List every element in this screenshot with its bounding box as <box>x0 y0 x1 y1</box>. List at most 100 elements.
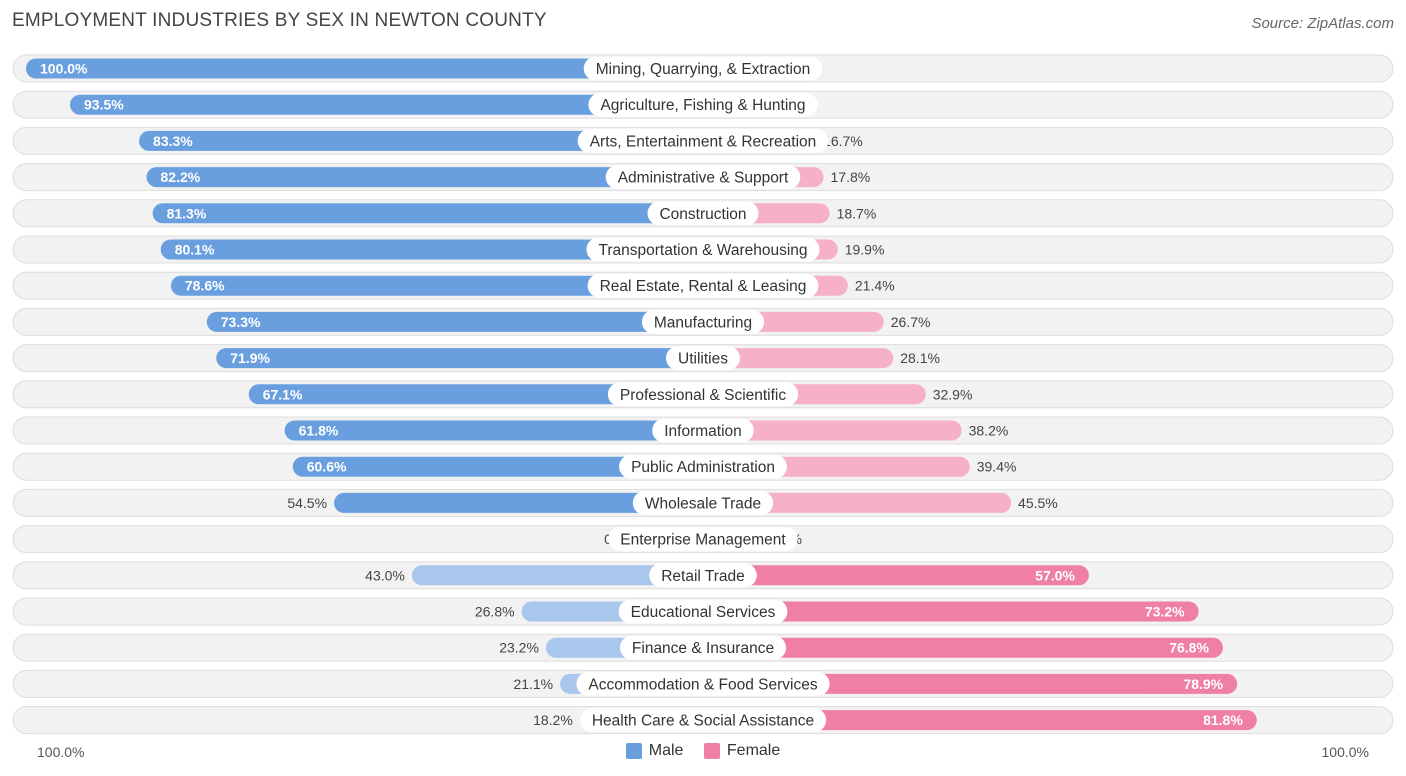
legend-item-male[interactable]: Male <box>625 742 684 760</box>
value-female-health-care-social-assistance: 81.8% <box>1203 712 1243 728</box>
category-label-administrative-support: Administrative & Support <box>618 170 789 187</box>
category-label-construction: Construction <box>659 206 746 223</box>
value-male-finance-insurance: 23.2% <box>499 640 539 656</box>
bar-male-information <box>284 420 703 441</box>
legend-label-female: Female <box>726 742 781 759</box>
value-male-transportation-warehousing: 80.1% <box>175 242 215 258</box>
value-female-arts-entertainment-recreation: 16.7% <box>823 133 863 149</box>
value-male-health-care-social-assistance: 18.2% <box>533 712 573 728</box>
category-label-information: Information <box>664 423 742 440</box>
category-pill <box>618 599 788 624</box>
value-female-finance-insurance: 76.8% <box>1169 640 1209 656</box>
legend-item-female[interactable]: Female <box>703 742 781 760</box>
row-administrative-support: 82.2% 17.8% Administrative & Support <box>12 163 1394 192</box>
value-female-public-administration: 39.4% <box>977 459 1017 475</box>
value-female-construction: 18.7% <box>837 205 877 221</box>
value-male-educational-services: 26.8% <box>475 604 515 620</box>
category-pill <box>608 527 798 552</box>
bar-male-public-administration <box>292 456 703 477</box>
value-male-real-estate-rental-leasing: 78.6% <box>185 278 225 294</box>
value-male-mining-quarrying-extraction: 100.0% <box>40 61 88 77</box>
value-male-manufacturing: 73.3% <box>221 314 261 330</box>
legend-swatch-female <box>703 743 720 759</box>
category-label-arts-entertainment-recreation: Arts, Entertainment & Recreation <box>590 133 817 150</box>
value-male-professional-scientific: 67.1% <box>263 386 303 402</box>
bar-male-manufacturing <box>206 311 703 332</box>
row-construction: 81.3% 18.7% Construction <box>12 199 1394 228</box>
category-pill <box>587 273 819 298</box>
row-educational-services: 26.8% 73.2% Educational Services <box>12 597 1394 626</box>
category-label-wholesale-trade: Wholesale Trade <box>645 495 761 512</box>
category-pill <box>641 309 765 334</box>
value-male-administrative-support: 82.2% <box>161 169 201 185</box>
row-public-administration: 60.6% 39.4% Public Administration <box>12 452 1394 481</box>
value-female-information: 38.2% <box>969 423 1009 439</box>
bar-male-construction <box>152 203 703 224</box>
category-label-transportation-warehousing: Transportation & Warehousing <box>598 242 807 259</box>
bar-female-utilities <box>703 348 894 369</box>
legend-label-male: Male <box>648 742 684 759</box>
axis-right-label: 100.0% <box>1321 744 1369 760</box>
bar-male-administrative-support <box>146 167 704 188</box>
legend-swatch-male <box>625 743 642 759</box>
category-pill <box>576 671 830 696</box>
legend: Male Female <box>0 742 1406 764</box>
value-female-educational-services: 73.2% <box>1145 604 1185 620</box>
row-arts-entertainment-recreation: 83.3% 16.7% Arts, Entertainment & Recreati… <box>12 126 1394 155</box>
value-male-utilities: 71.9% <box>230 350 270 366</box>
value-female-transportation-warehousing: 19.9% <box>845 242 885 258</box>
row-professional-scientific: 67.1% 32.9% Professional & Scientific <box>12 380 1394 409</box>
category-pill <box>605 165 801 190</box>
bar-male-utilities <box>216 348 703 369</box>
bar-male-arts-entertainment-recreation <box>139 130 703 151</box>
axis-left-label: 100.0% <box>37 744 85 760</box>
category-pill <box>632 490 774 515</box>
bar-male-transportation-warehousing <box>160 239 703 260</box>
row-transportation-warehousing: 80.1% 19.9% Transportation & Warehousing <box>12 235 1394 264</box>
category-pill <box>666 346 740 371</box>
value-female-accommodation-food-services: 78.9% <box>1183 676 1223 692</box>
category-pill <box>647 201 759 226</box>
row-real-estate-rental-leasing: 78.6% 21.4% Real Estate, Rental & Leasing <box>12 271 1394 300</box>
bar-male-real-estate-rental-leasing <box>170 275 704 296</box>
category-label-mining-quarrying-extraction: Mining, Quarrying, & Extraction <box>596 61 811 78</box>
row-utilities: 71.9% 28.1% Utilities <box>12 344 1394 373</box>
category-pill <box>652 418 754 443</box>
value-male-arts-entertainment-recreation: 83.3% <box>153 133 193 149</box>
category-pill <box>619 635 787 660</box>
chart-title: EMPLOYMENT INDUSTRIES BY SEX IN NEWTON C… <box>12 10 547 31</box>
category-pill <box>577 128 829 153</box>
category-label-manufacturing: Manufacturing <box>654 314 752 331</box>
value-male-construction: 81.3% <box>167 205 207 221</box>
category-pill <box>649 563 757 588</box>
category-pill <box>607 382 799 407</box>
value-male-retail-trade: 43.0% <box>365 567 405 583</box>
category-pill <box>583 56 823 81</box>
row-mining-quarrying-extraction: 100.0%0.0%Mining, Quarrying, & Extractio… <box>12 54 1394 83</box>
bar-male-mining-quarrying-extraction <box>26 58 703 79</box>
value-female-retail-trade: 57.0% <box>1035 567 1075 583</box>
bar-female-retail-trade <box>703 565 1089 586</box>
bar-male-retail-trade <box>411 565 703 586</box>
bar-female-finance-insurance <box>703 637 1223 658</box>
value-female-administrative-support: 17.8% <box>831 169 871 185</box>
value-male-information: 61.8% <box>299 423 339 439</box>
value-female-wholesale-trade: 45.5% <box>1018 495 1058 511</box>
row-agriculture-fishing-hunting: 93.5%6.6%Agriculture, Fishing & Hunting <box>12 90 1394 119</box>
row-enterprise-management: 0.0%0.0%Enterprise Management <box>12 525 1394 554</box>
row-health-care-social-assistance: 18.2% 81.8% Health Care & Social Assistanc… <box>12 706 1394 735</box>
row-information: 61.8% 38.2% Information <box>12 416 1394 445</box>
bar-male-wholesale-trade <box>334 492 703 513</box>
bar-male-agriculture-fishing-hunting <box>70 94 703 115</box>
value-male-agriculture-fishing-hunting: 93.5% <box>84 97 124 113</box>
row-manufacturing: 73.3% 26.7% Manufacturing <box>12 307 1394 336</box>
bar-female-wholesale-trade <box>703 492 1012 513</box>
value-female-utilities: 28.1% <box>900 350 940 366</box>
value-male-accommodation-food-services: 21.1% <box>513 676 553 692</box>
bar-female-information <box>703 420 962 441</box>
row-finance-insurance: 23.2% 76.8% Finance & Insurance <box>12 633 1394 662</box>
value-female-real-estate-rental-leasing: 21.4% <box>855 278 895 294</box>
row-retail-trade: 43.0% 57.0% Retail Trade <box>12 561 1394 590</box>
row-wholesale-trade: 54.5% 45.5% Wholesale Trade <box>12 488 1394 517</box>
category-label-finance-insurance: Finance & Insurance <box>632 640 774 657</box>
